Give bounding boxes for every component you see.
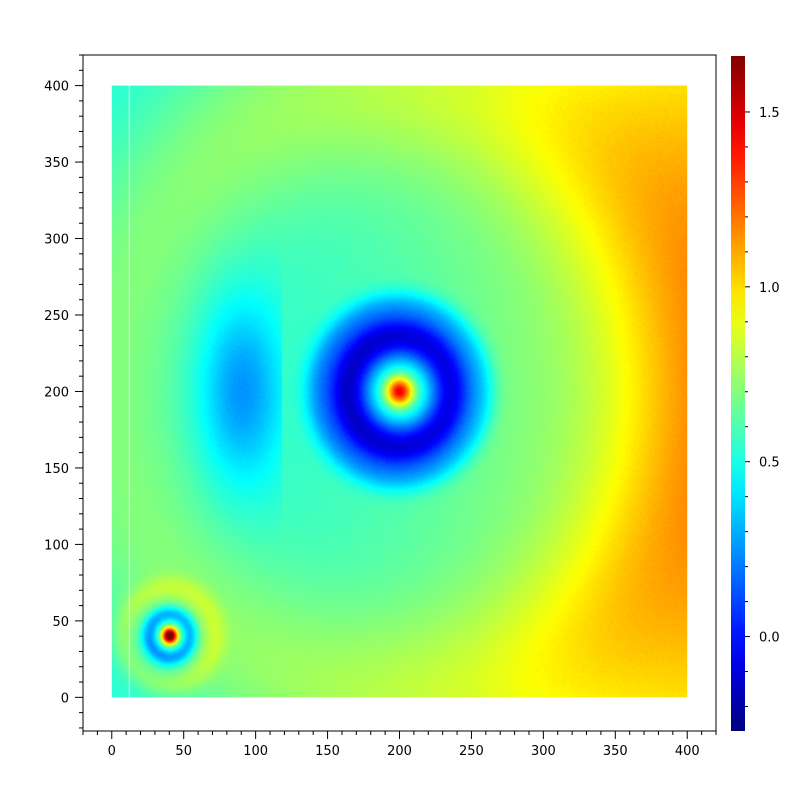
x-tick-label: 150 bbox=[315, 744, 340, 759]
y-tick-label: 50 bbox=[52, 615, 69, 630]
heatmap-image bbox=[111, 85, 688, 698]
y-tick-label: 350 bbox=[44, 156, 69, 171]
y-tick-label: 0 bbox=[61, 691, 69, 706]
x-tick-label: 0 bbox=[108, 744, 116, 759]
y-tick-label: 300 bbox=[44, 233, 69, 248]
x-tick-label: 400 bbox=[675, 744, 700, 759]
x-tick-label: 100 bbox=[243, 744, 268, 759]
y-tick-label: 250 bbox=[44, 309, 69, 324]
y-tick-label: 100 bbox=[44, 538, 69, 553]
colorbar-tick-label: 0.0 bbox=[759, 631, 780, 646]
x-tick-label: 200 bbox=[387, 744, 412, 759]
y-tick-label: 200 bbox=[44, 385, 69, 400]
colorbar-tick-label: 1.0 bbox=[759, 281, 780, 296]
colorbar-tick-label: 1.5 bbox=[759, 106, 780, 121]
x-tick-label: 300 bbox=[531, 744, 556, 759]
x-tick-label: 250 bbox=[459, 744, 484, 759]
x-tick-label: 50 bbox=[175, 744, 192, 759]
x-tick-label: 350 bbox=[603, 744, 628, 759]
colorbar bbox=[731, 56, 745, 731]
colorbar-tick-label: 0.5 bbox=[759, 456, 780, 471]
y-tick-label: 400 bbox=[44, 80, 69, 95]
y-tick-label: 150 bbox=[44, 462, 69, 477]
